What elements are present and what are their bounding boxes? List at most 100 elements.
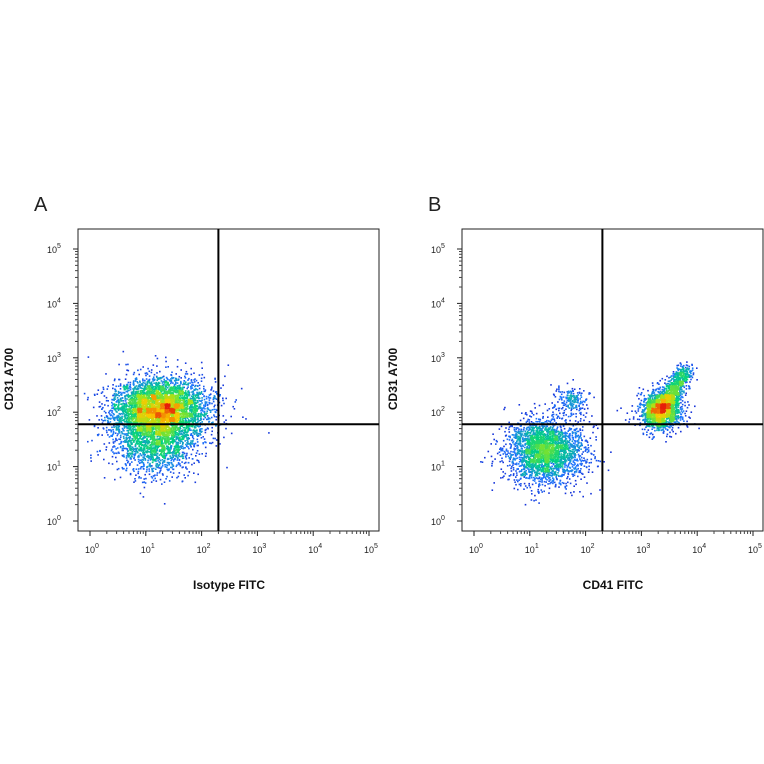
event-point xyxy=(183,474,185,476)
event-point xyxy=(133,393,136,395)
event-point xyxy=(118,400,120,402)
event-point xyxy=(153,430,155,433)
event-point xyxy=(188,437,191,440)
event-point xyxy=(160,380,163,382)
event-point xyxy=(156,449,158,451)
event-point xyxy=(155,421,158,424)
event-point xyxy=(203,413,206,416)
event-point xyxy=(196,394,199,396)
event-point xyxy=(118,431,120,433)
event-point xyxy=(166,458,169,461)
event-point xyxy=(183,452,186,455)
event-point xyxy=(193,426,196,429)
event-point xyxy=(188,377,190,380)
event-point xyxy=(212,398,215,401)
event-point xyxy=(178,453,181,455)
event-point xyxy=(125,417,127,420)
event-point xyxy=(163,445,165,447)
event-point xyxy=(118,428,121,431)
event-point xyxy=(154,459,156,461)
event-point xyxy=(166,440,169,443)
event-point xyxy=(159,459,162,462)
event-point xyxy=(156,397,159,400)
event-point xyxy=(157,445,160,448)
event-point xyxy=(211,441,214,444)
event-point xyxy=(172,414,175,417)
event-point xyxy=(138,416,140,419)
event-point xyxy=(133,409,135,412)
event-point xyxy=(182,438,185,440)
event-point xyxy=(208,401,210,404)
event-point xyxy=(133,470,135,472)
event-point xyxy=(137,393,139,395)
event-point xyxy=(108,410,111,412)
event-point xyxy=(102,386,105,389)
event-point xyxy=(142,444,144,447)
event-point xyxy=(87,396,89,399)
event-point xyxy=(170,398,173,401)
event-point xyxy=(159,439,162,441)
event-point xyxy=(134,445,137,447)
event-point xyxy=(184,428,186,431)
event-point xyxy=(196,421,199,424)
event-point xyxy=(186,413,188,416)
event-point xyxy=(174,458,176,460)
event-point xyxy=(184,477,186,479)
event-point xyxy=(160,454,163,457)
event-point xyxy=(144,388,146,390)
event-point xyxy=(191,463,193,466)
event-point xyxy=(166,395,168,397)
event-point xyxy=(129,404,131,406)
event-point xyxy=(90,454,92,457)
event-point xyxy=(139,381,141,384)
event-point xyxy=(166,392,168,395)
event-point xyxy=(152,406,154,408)
event-point xyxy=(159,370,161,373)
event-point xyxy=(176,451,178,454)
event-point xyxy=(150,399,153,401)
event-point xyxy=(168,385,170,387)
event-point xyxy=(177,409,179,411)
event-point xyxy=(150,381,153,383)
event-point xyxy=(137,388,140,390)
event-point xyxy=(106,431,108,434)
event-point xyxy=(159,401,161,404)
event-point xyxy=(88,419,91,421)
event-point xyxy=(145,477,147,480)
event-point xyxy=(170,392,172,394)
event-point xyxy=(142,456,144,458)
event-point xyxy=(206,410,208,412)
event-point xyxy=(150,446,152,448)
event-point xyxy=(122,408,124,411)
event-point xyxy=(180,377,182,379)
event-point xyxy=(143,414,145,416)
event-point xyxy=(138,394,140,396)
event-point xyxy=(163,389,166,391)
event-point xyxy=(141,383,144,385)
event-point xyxy=(193,445,195,447)
event-point xyxy=(196,407,198,410)
event-point xyxy=(144,453,146,456)
event-point xyxy=(168,390,170,392)
event-point xyxy=(191,393,194,395)
event-point xyxy=(160,399,163,402)
event-point xyxy=(107,404,109,407)
event-point xyxy=(144,407,147,409)
event-point xyxy=(198,400,201,402)
event-point xyxy=(132,380,135,382)
event-point xyxy=(164,380,167,383)
event-point xyxy=(207,417,210,419)
event-point xyxy=(125,403,128,406)
event-point xyxy=(164,447,166,449)
event-point xyxy=(173,396,175,398)
event-point xyxy=(145,392,148,395)
event-point xyxy=(160,451,163,453)
event-point xyxy=(134,414,137,417)
event-point xyxy=(131,437,133,440)
event-point xyxy=(122,400,125,402)
event-point xyxy=(133,457,135,460)
event-point xyxy=(159,443,161,446)
event-point xyxy=(147,391,149,393)
event-point xyxy=(152,425,154,427)
event-point xyxy=(127,427,129,430)
